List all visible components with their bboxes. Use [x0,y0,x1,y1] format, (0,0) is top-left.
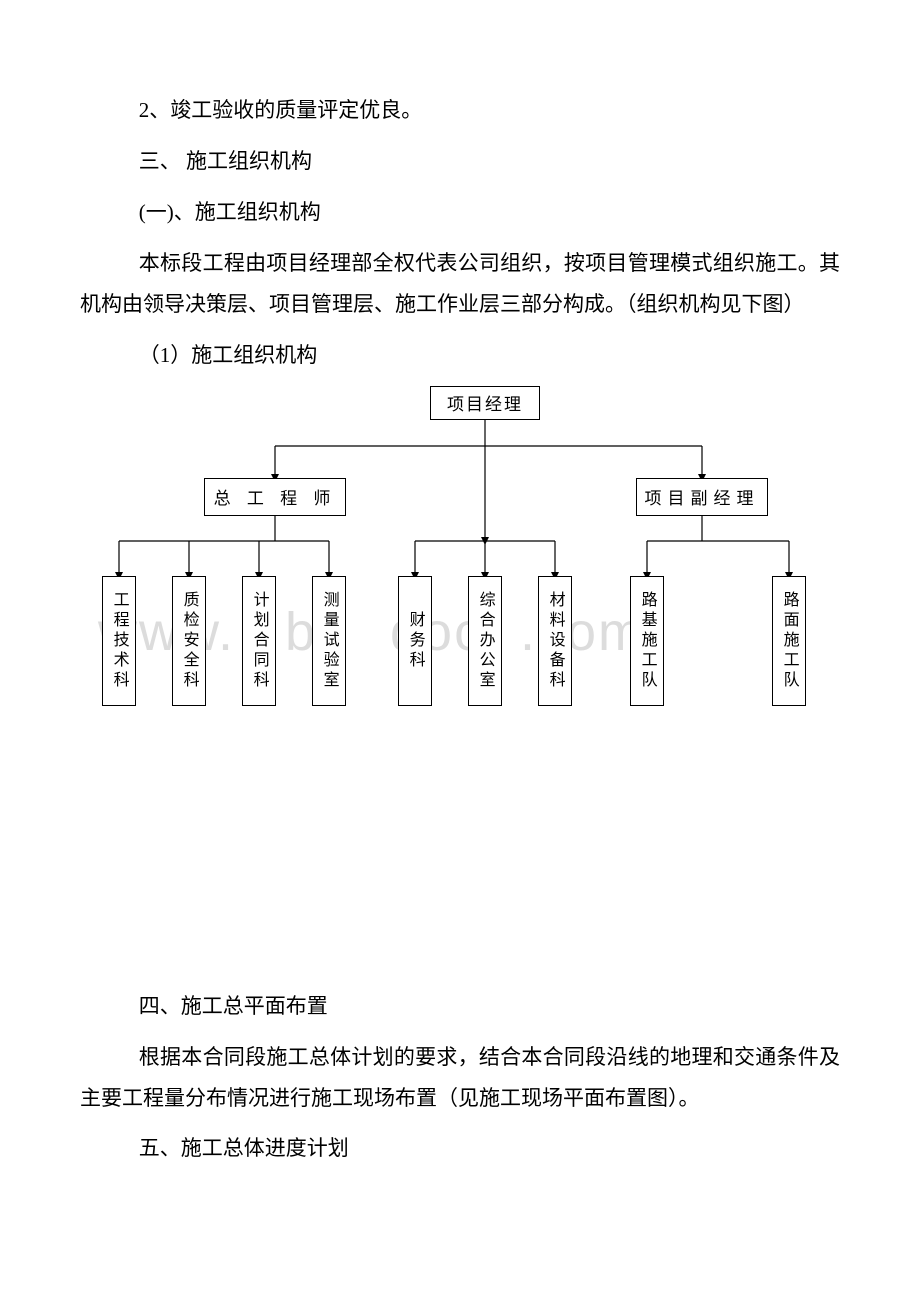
org-chart: www. bd doc .com 项目经理 总 工 程 师 项目副经理 工程技术… [80,386,840,766]
node-root: 项目经理 [430,386,540,420]
paragraph-2: 三、 施工组织机构 [80,141,840,182]
node-leaf-3: 计划合同科 [242,576,276,706]
node-chief: 总 工 程 师 [204,478,346,516]
node-leaf-9: 路面施工队 [772,576,806,706]
paragraph-3: (一)、施工组织机构 [80,192,840,233]
spacer [80,766,840,986]
paragraph-8: 五、施工总体进度计划 [80,1128,840,1169]
node-leaf-7: 材料设备科 [538,576,572,706]
paragraph-5: （1）施工组织机构 [80,335,840,376]
paragraph-1: 2、竣工验收的质量评定优良。 [80,90,840,131]
node-leaf-6: 综合办公室 [468,576,502,706]
node-leaf-2: 质检安全科 [172,576,206,706]
node-leaf-5: 财务科 [398,576,432,706]
node-leaf-4: 测量试验室 [312,576,346,706]
node-leaf-1: 工程技术科 [102,576,136,706]
paragraph-6: 四、施工总平面布置 [80,986,840,1027]
paragraph-4: 本标段工程由项目经理部全权代表公司组织，按项目管理模式组织施工。其机构由领导决策… [80,243,840,325]
document-page: 2、竣工验收的质量评定优良。 三、 施工组织机构 (一)、施工组织机构 本标段工… [0,0,920,1239]
node-leaf-8: 路基施工队 [630,576,664,706]
node-deputy: 项目副经理 [636,478,768,516]
paragraph-7: 根据本合同段施工总体计划的要求，结合本合同段沿线的地理和交通条件及主要工程量分布… [80,1037,840,1119]
